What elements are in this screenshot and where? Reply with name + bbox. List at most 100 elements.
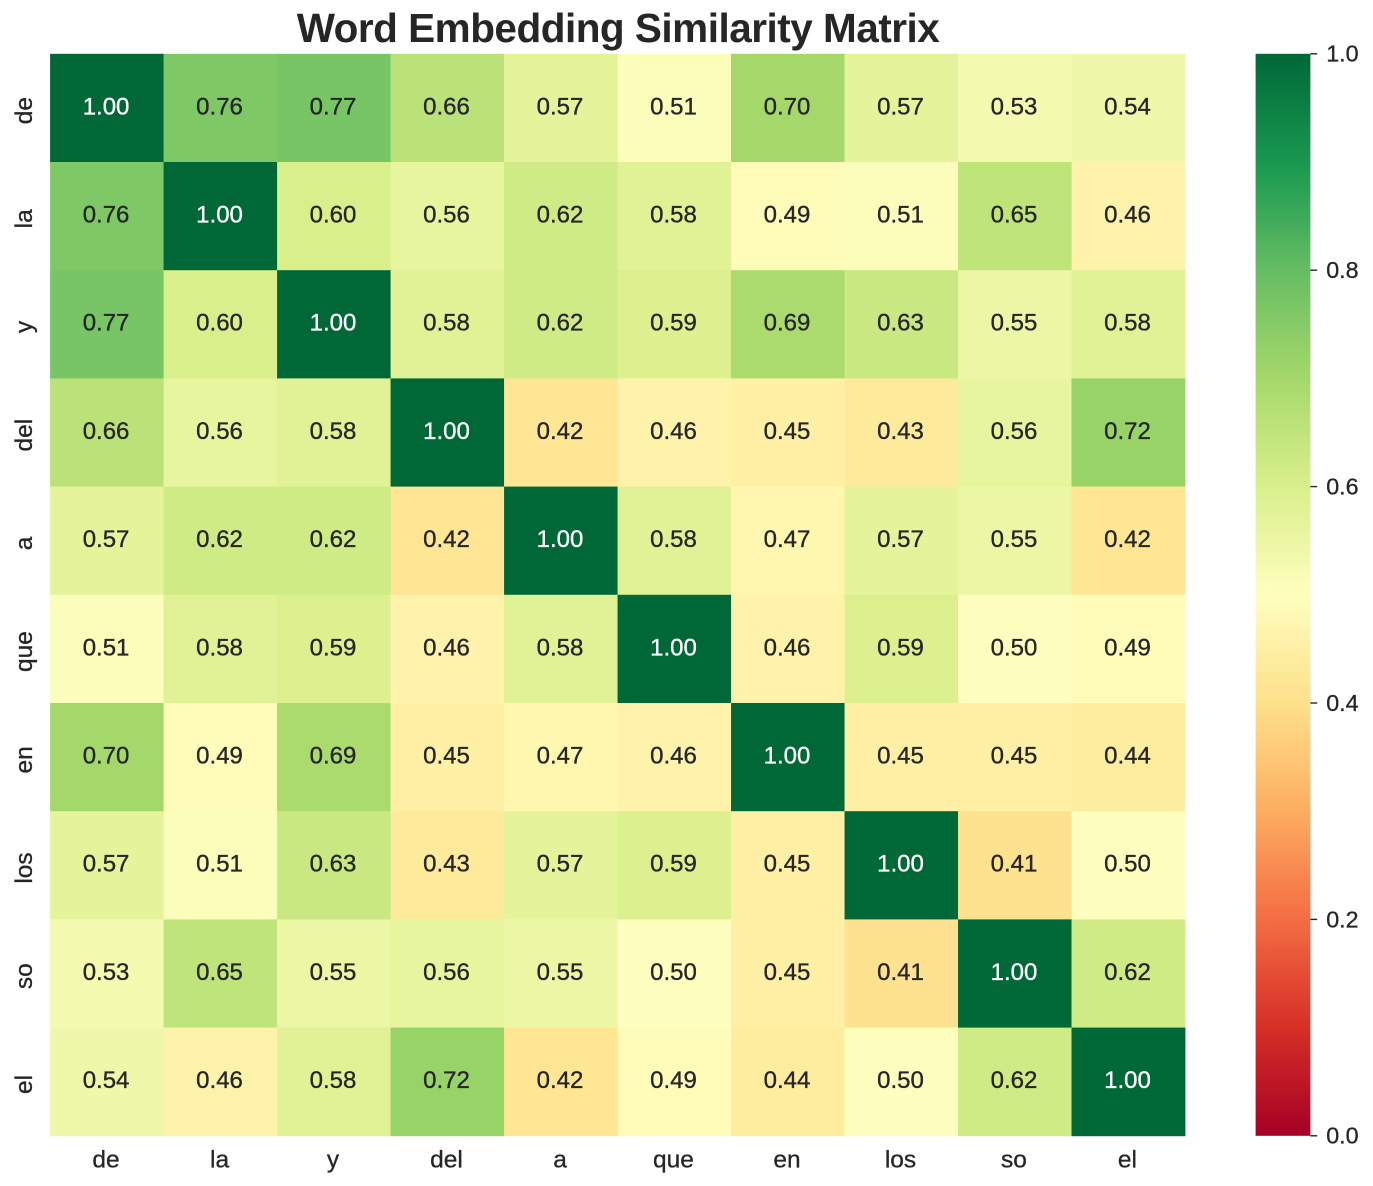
svg-text:de: de bbox=[11, 97, 38, 124]
svg-text:0.70: 0.70 bbox=[83, 743, 130, 770]
svg-text:0.63: 0.63 bbox=[310, 851, 357, 878]
svg-text:0.50: 0.50 bbox=[877, 1067, 924, 1094]
svg-text:0.43: 0.43 bbox=[423, 851, 470, 878]
svg-text:1.00: 1.00 bbox=[196, 202, 243, 229]
svg-text:0.62: 0.62 bbox=[537, 202, 584, 229]
svg-text:so: so bbox=[1001, 1147, 1027, 1174]
svg-text:1.0: 1.0 bbox=[1326, 41, 1358, 67]
svg-text:0.65: 0.65 bbox=[196, 959, 243, 986]
svg-text:0.50: 0.50 bbox=[1104, 851, 1151, 878]
svg-text:0.53: 0.53 bbox=[991, 93, 1038, 120]
svg-text:0.57: 0.57 bbox=[877, 526, 924, 553]
svg-text:0.49: 0.49 bbox=[650, 1067, 697, 1094]
svg-text:0.55: 0.55 bbox=[991, 310, 1038, 337]
svg-text:0.77: 0.77 bbox=[83, 310, 130, 337]
svg-text:el: el bbox=[1118, 1147, 1137, 1174]
svg-text:0.45: 0.45 bbox=[423, 743, 470, 770]
svg-text:que: que bbox=[11, 631, 38, 672]
svg-text:0.51: 0.51 bbox=[196, 851, 243, 878]
svg-text:0.58: 0.58 bbox=[310, 418, 357, 445]
svg-text:la: la bbox=[11, 209, 38, 228]
svg-text:0.47: 0.47 bbox=[764, 526, 811, 553]
svg-text:0.59: 0.59 bbox=[877, 634, 924, 661]
svg-text:0.58: 0.58 bbox=[1104, 310, 1151, 337]
svg-text:en: en bbox=[773, 1147, 800, 1174]
svg-text:0.42: 0.42 bbox=[537, 1067, 584, 1094]
svg-text:0.49: 0.49 bbox=[1104, 634, 1151, 661]
svg-text:y: y bbox=[11, 320, 38, 333]
svg-text:0.45: 0.45 bbox=[764, 959, 811, 986]
svg-text:0.46: 0.46 bbox=[650, 743, 697, 770]
svg-text:0.51: 0.51 bbox=[877, 202, 924, 229]
svg-text:0.59: 0.59 bbox=[650, 310, 697, 337]
svg-text:0.41: 0.41 bbox=[991, 851, 1038, 878]
svg-text:el: el bbox=[11, 1075, 38, 1094]
svg-text:0.55: 0.55 bbox=[991, 526, 1038, 553]
svg-text:0.58: 0.58 bbox=[650, 526, 697, 553]
svg-text:0.62: 0.62 bbox=[537, 310, 584, 337]
svg-text:0.58: 0.58 bbox=[537, 634, 584, 661]
svg-text:0.45: 0.45 bbox=[877, 743, 924, 770]
svg-text:del: del bbox=[430, 1147, 463, 1174]
svg-text:los: los bbox=[885, 1147, 916, 1174]
svg-text:0.63: 0.63 bbox=[877, 310, 924, 337]
svg-text:1.00: 1.00 bbox=[83, 93, 130, 120]
svg-text:en: en bbox=[11, 746, 38, 773]
svg-text:0.56: 0.56 bbox=[196, 418, 243, 445]
svg-text:0.46: 0.46 bbox=[764, 634, 811, 661]
svg-text:0.58: 0.58 bbox=[650, 202, 697, 229]
svg-text:0.41: 0.41 bbox=[877, 959, 924, 986]
svg-text:0.53: 0.53 bbox=[83, 959, 130, 986]
svg-text:y: y bbox=[327, 1147, 340, 1174]
svg-text:0.4: 0.4 bbox=[1326, 690, 1358, 716]
svg-text:0.44: 0.44 bbox=[764, 1067, 811, 1094]
svg-text:0.45: 0.45 bbox=[764, 418, 811, 445]
svg-text:1.00: 1.00 bbox=[1104, 1067, 1151, 1094]
svg-text:0.51: 0.51 bbox=[83, 634, 130, 661]
svg-text:a: a bbox=[553, 1147, 567, 1174]
svg-text:1.00: 1.00 bbox=[764, 743, 811, 770]
svg-text:0.77: 0.77 bbox=[310, 93, 357, 120]
svg-text:0.76: 0.76 bbox=[83, 202, 130, 229]
svg-text:1.00: 1.00 bbox=[991, 959, 1038, 986]
svg-text:0.6: 0.6 bbox=[1326, 474, 1358, 500]
svg-text:so: so bbox=[11, 963, 38, 989]
svg-text:0.49: 0.49 bbox=[764, 202, 811, 229]
svg-text:0.57: 0.57 bbox=[83, 526, 130, 553]
svg-text:a: a bbox=[11, 536, 38, 550]
svg-text:los: los bbox=[11, 852, 38, 883]
svg-text:0.69: 0.69 bbox=[310, 743, 357, 770]
svg-text:0.72: 0.72 bbox=[423, 1067, 470, 1094]
svg-text:del: del bbox=[11, 419, 38, 452]
svg-text:la: la bbox=[210, 1147, 229, 1174]
svg-text:0.54: 0.54 bbox=[83, 1067, 130, 1094]
svg-text:0.55: 0.55 bbox=[310, 959, 357, 986]
svg-text:0.56: 0.56 bbox=[423, 202, 470, 229]
svg-text:0.62: 0.62 bbox=[1104, 959, 1151, 986]
svg-text:0.46: 0.46 bbox=[650, 418, 697, 445]
svg-text:0.62: 0.62 bbox=[196, 526, 243, 553]
svg-text:0.55: 0.55 bbox=[537, 959, 584, 986]
svg-text:0.57: 0.57 bbox=[537, 851, 584, 878]
svg-text:0.46: 0.46 bbox=[423, 634, 470, 661]
svg-text:0.44: 0.44 bbox=[1104, 743, 1151, 770]
svg-text:0.42: 0.42 bbox=[537, 418, 584, 445]
svg-text:0.56: 0.56 bbox=[991, 418, 1038, 445]
svg-text:0.46: 0.46 bbox=[1104, 202, 1151, 229]
svg-text:0.57: 0.57 bbox=[877, 93, 924, 120]
svg-text:0.57: 0.57 bbox=[83, 851, 130, 878]
svg-text:0.70: 0.70 bbox=[764, 93, 811, 120]
svg-text:1.00: 1.00 bbox=[877, 851, 924, 878]
svg-text:1.00: 1.00 bbox=[423, 418, 470, 445]
svg-text:0.58: 0.58 bbox=[423, 310, 470, 337]
svg-text:0.59: 0.59 bbox=[650, 851, 697, 878]
svg-text:0.60: 0.60 bbox=[196, 310, 243, 337]
svg-text:0.58: 0.58 bbox=[196, 634, 243, 661]
svg-text:0.56: 0.56 bbox=[423, 959, 470, 986]
svg-text:0.65: 0.65 bbox=[991, 202, 1038, 229]
svg-text:0.60: 0.60 bbox=[310, 202, 357, 229]
svg-text:0.0: 0.0 bbox=[1326, 1123, 1358, 1149]
svg-text:0.62: 0.62 bbox=[991, 1067, 1038, 1094]
svg-text:0.50: 0.50 bbox=[991, 634, 1038, 661]
svg-text:1.00: 1.00 bbox=[310, 310, 357, 337]
